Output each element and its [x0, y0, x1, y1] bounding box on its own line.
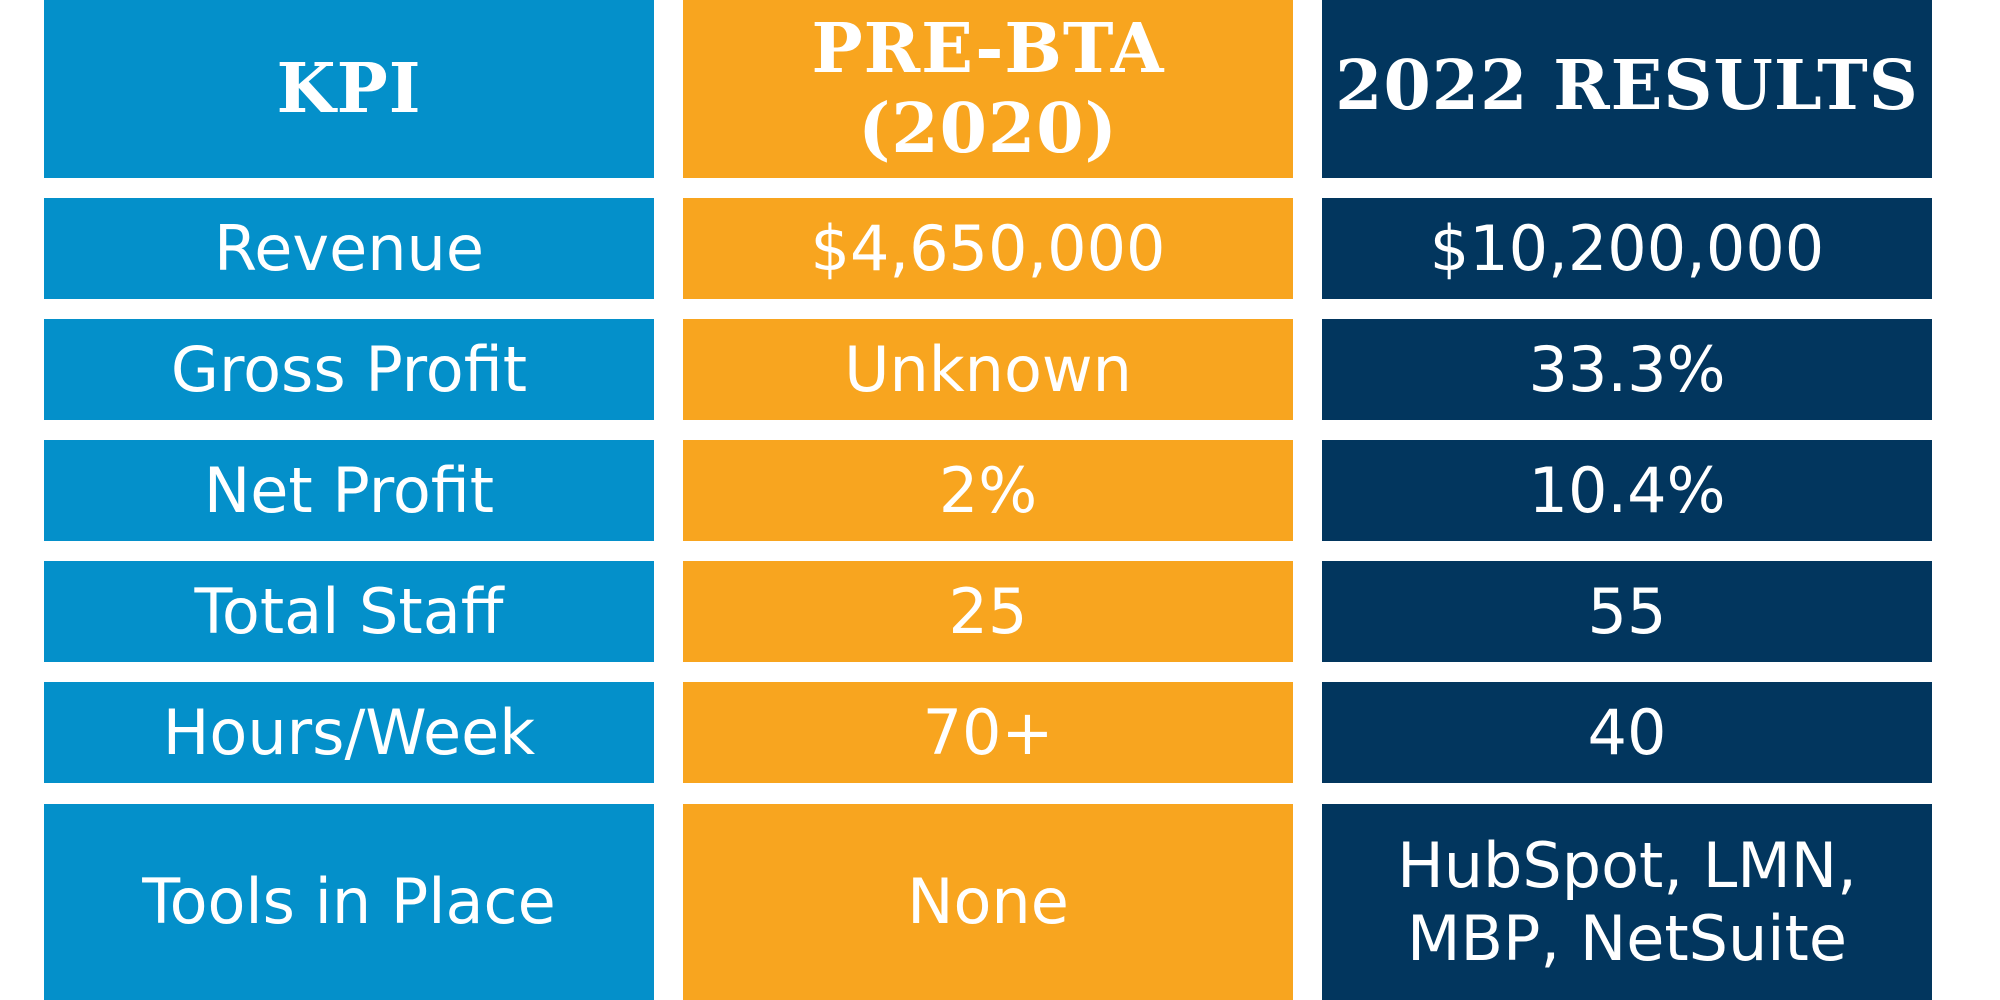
row-tools-results: HubSpot, LMN, MBP, NetSuite	[1322, 804, 1932, 1000]
row-results-value: 10.4%	[1528, 453, 1726, 527]
row-results-value: 33.3%	[1528, 332, 1726, 406]
row-gross-profit-pre: Unknown	[683, 319, 1293, 420]
row-revenue-results: $10,200,000	[1322, 198, 1932, 299]
header-2022-results-label: 2022 RESULTS	[1335, 46, 1919, 126]
row-tools-pre: None	[683, 804, 1293, 1000]
row-results-value: HubSpot, LMN, MBP, NetSuite	[1397, 828, 1857, 975]
row-hours-week-kpi: Hours/Week	[44, 682, 654, 783]
header-2022-results: 2022 RESULTS	[1322, 0, 1932, 178]
row-kpi-label: Tools in Place	[142, 865, 556, 939]
row-pre-value: Unknown	[844, 332, 1132, 406]
row-total-staff-kpi: Total Staff	[44, 561, 654, 662]
row-hours-week-pre: 70+	[683, 682, 1293, 783]
row-gross-profit-kpi: Gross Profit	[44, 319, 654, 420]
row-tools-kpi: Tools in Place	[44, 804, 654, 1000]
header-pre-bta-label: PRE-BTA (2020)	[811, 9, 1165, 169]
row-revenue-kpi: Revenue	[44, 198, 654, 299]
row-revenue-pre: $4,650,000	[683, 198, 1293, 299]
row-net-profit-kpi: Net Profit	[44, 440, 654, 541]
row-total-staff-pre: 25	[683, 561, 1293, 662]
row-gross-profit-results: 33.3%	[1322, 319, 1932, 420]
row-pre-value: None	[907, 865, 1069, 939]
row-kpi-label: Gross Profit	[170, 332, 528, 406]
row-total-staff-results: 55	[1322, 561, 1932, 662]
row-hours-week-results: 40	[1322, 682, 1932, 783]
row-pre-value: 2%	[938, 453, 1038, 527]
row-pre-value: 25	[948, 574, 1028, 648]
header-pre-bta: PRE-BTA (2020)	[683, 0, 1293, 178]
header-kpi: KPI	[44, 0, 654, 178]
row-pre-value: $4,650,000	[810, 211, 1166, 285]
row-net-profit-pre: 2%	[683, 440, 1293, 541]
row-results-value: $10,200,000	[1429, 211, 1825, 285]
row-results-value: 40	[1587, 695, 1667, 769]
row-kpi-label: Net Profit	[203, 453, 495, 527]
row-kpi-label: Hours/Week	[162, 695, 536, 769]
row-results-value: 55	[1587, 574, 1667, 648]
row-pre-value: 70+	[922, 695, 1054, 769]
row-kpi-label: Revenue	[213, 211, 484, 285]
header-kpi-label: KPI	[276, 49, 422, 129]
row-net-profit-results: 10.4%	[1322, 440, 1932, 541]
row-kpi-label: Total Staff	[194, 574, 504, 648]
